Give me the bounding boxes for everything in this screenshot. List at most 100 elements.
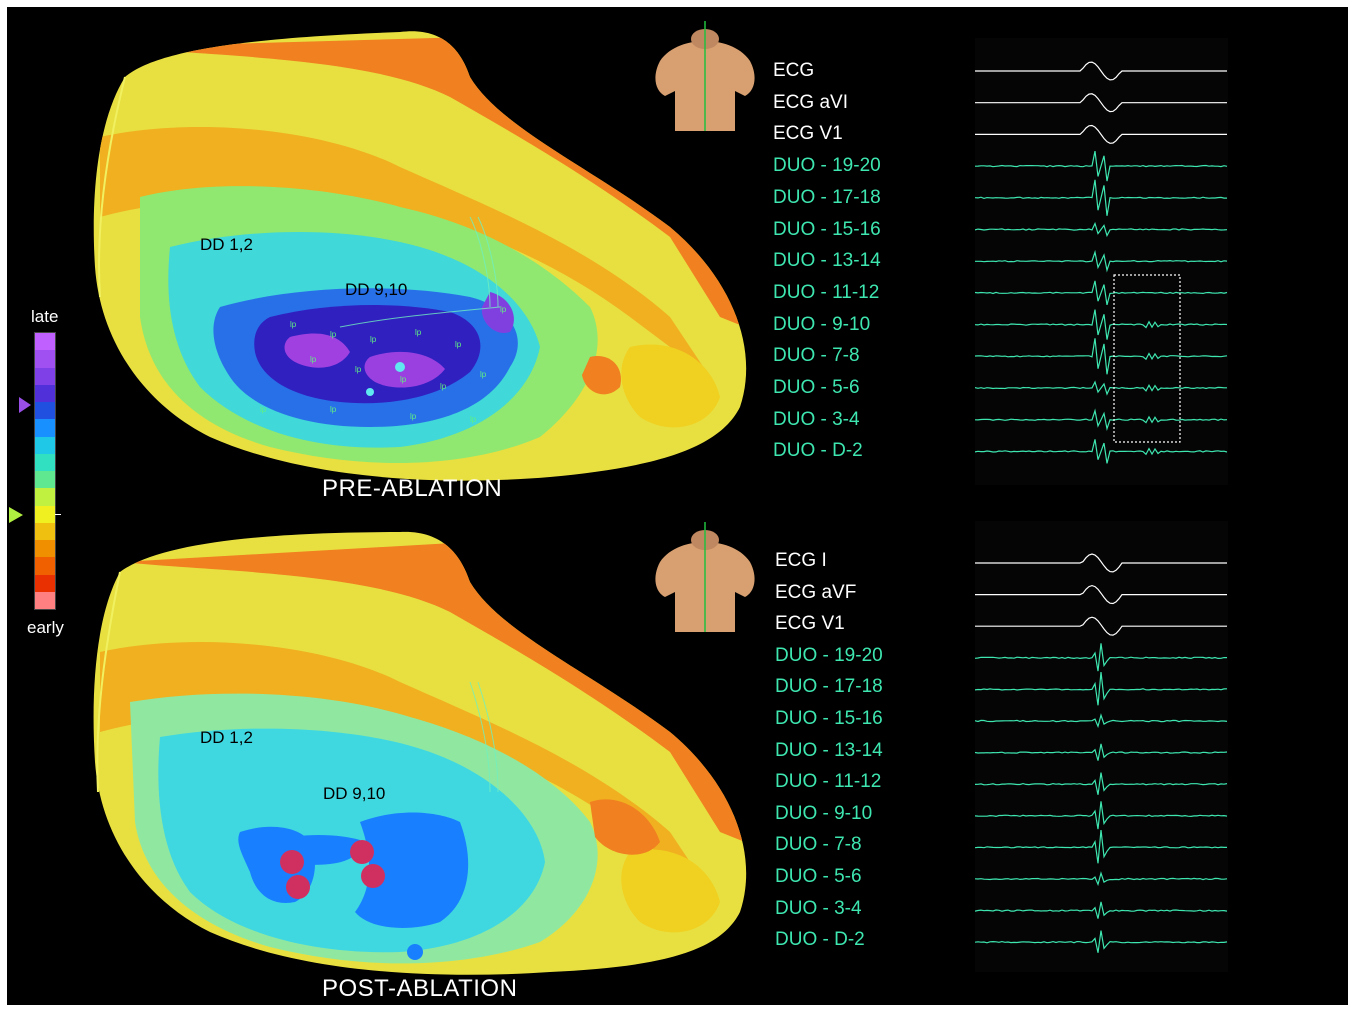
trace-line <box>975 902 1227 919</box>
channel-label: DUO - D-2 <box>775 929 865 951</box>
scale-swatch <box>35 385 55 402</box>
trace-line <box>975 224 1227 236</box>
trace-line <box>975 439 1227 463</box>
trace-line <box>975 180 1227 216</box>
channel-label: DUO - 13-14 <box>775 740 883 762</box>
trace-line <box>975 586 1227 604</box>
ablation-lesion <box>286 875 310 899</box>
channel-label: DUO - 19-20 <box>775 645 883 667</box>
scale-swatch <box>35 488 55 505</box>
scale-swatch <box>35 540 55 557</box>
scale-early-label: early <box>27 618 64 638</box>
post-ablation-caption: POST-ABLATION <box>322 975 517 1003</box>
lp-marker: lp <box>400 375 407 384</box>
channel-label: DUO - 19-20 <box>773 155 881 177</box>
egm-traces-top <box>975 38 1228 485</box>
scale-tick <box>55 514 61 515</box>
channel-label: DUO - 17-18 <box>775 676 883 698</box>
channel-label: DUO - 7-8 <box>775 834 862 856</box>
color-scale-bar <box>34 332 56 610</box>
channel-label: DUO - 15-16 <box>775 708 883 730</box>
trace-line <box>975 252 1227 270</box>
trace-line <box>975 554 1227 572</box>
channel-label: DUO - 17-18 <box>773 187 881 209</box>
channel-label: DUO - 9-10 <box>773 314 870 336</box>
scale-swatch <box>35 454 55 471</box>
trace-line <box>975 62 1227 80</box>
trace-line <box>975 382 1227 394</box>
ablation-lesion <box>280 850 304 874</box>
lp-marker: lp <box>440 382 447 391</box>
scale-swatch <box>35 523 55 540</box>
pre-dd12-label: DD 1,2 <box>200 235 253 255</box>
channel-label: ECG V1 <box>775 613 845 635</box>
post-dd910-label: DD 9,10 <box>323 784 385 804</box>
trace-line <box>975 715 1227 726</box>
channel-label: DUO - 3-4 <box>773 409 860 431</box>
trace-line <box>975 411 1227 429</box>
scale-marker-late-icon <box>19 397 31 413</box>
channel-label: DUO - 15-16 <box>773 219 881 241</box>
scale-swatch <box>35 557 55 574</box>
pre-dd910-label: DD 9,10 <box>345 280 407 300</box>
lp-marker: lp <box>500 305 507 314</box>
scale-marker-early-icon <box>9 507 23 523</box>
trace-line <box>975 931 1227 953</box>
channel-label: DUO - 7-8 <box>773 345 860 367</box>
ablation-lesion <box>361 864 385 888</box>
scale-late-label: late <box>31 307 58 327</box>
torso-orientation-icon <box>640 522 770 632</box>
scale-swatch <box>35 350 55 367</box>
trace-line <box>975 744 1227 761</box>
egm-traces-bottom <box>975 521 1228 972</box>
ablation-lesion <box>350 840 374 864</box>
channel-label: ECG <box>773 60 814 82</box>
trace-line <box>975 151 1227 181</box>
lp-marker: lp <box>370 335 377 344</box>
channel-label: DUO - 11-12 <box>775 771 881 793</box>
channel-label: DUO - 13-14 <box>773 250 881 272</box>
lp-marker: lp <box>470 415 477 424</box>
lp-marker: lp <box>260 405 267 414</box>
channel-label: DUO - 11-12 <box>773 282 879 304</box>
lp-marker: lp <box>480 370 487 379</box>
channel-label: ECG aVI <box>773 92 848 114</box>
pre-ablation-caption: PRE-ABLATION <box>322 475 502 503</box>
channel-label: DUO - 9-10 <box>775 803 872 825</box>
trace-line <box>975 830 1227 863</box>
lp-marker: lp <box>410 412 417 421</box>
lp-marker: lp <box>330 330 337 339</box>
trace-line <box>975 338 1227 374</box>
trace-line <box>975 773 1227 795</box>
scale-swatch <box>35 592 55 609</box>
scale-swatch <box>35 333 55 350</box>
channel-label: ECG aVF <box>775 582 856 604</box>
trace-line <box>975 281 1227 305</box>
trace-line <box>975 873 1227 884</box>
trace-line <box>975 126 1227 144</box>
channel-label: DUO - D-2 <box>773 440 863 462</box>
channel-label: ECG I <box>775 550 827 572</box>
scale-swatch <box>35 575 55 592</box>
channel-label: DUO - 3-4 <box>775 898 862 920</box>
trace-line <box>975 801 1227 829</box>
scale-swatch <box>35 471 55 488</box>
channel-label: DUO - 5-6 <box>775 866 862 888</box>
scale-swatch <box>35 419 55 436</box>
lp-marker: lp <box>415 328 422 337</box>
channel-label: ECG V1 <box>773 123 843 145</box>
figure-frame: late early <box>7 7 1348 1005</box>
scale-swatch <box>35 506 55 523</box>
trace-line <box>975 94 1227 112</box>
post-dd12-label: DD 1,2 <box>200 728 253 748</box>
lp-marker: lp <box>290 320 297 329</box>
scale-swatch <box>35 368 55 385</box>
trace-line <box>975 672 1227 705</box>
scale-swatch <box>35 402 55 419</box>
lp-marker: lp <box>330 405 337 414</box>
scale-swatch <box>35 437 55 454</box>
trace-line <box>975 310 1227 340</box>
trace-line <box>975 643 1227 671</box>
torso-orientation-icon <box>640 21 770 131</box>
lp-marker: lp <box>455 340 462 349</box>
